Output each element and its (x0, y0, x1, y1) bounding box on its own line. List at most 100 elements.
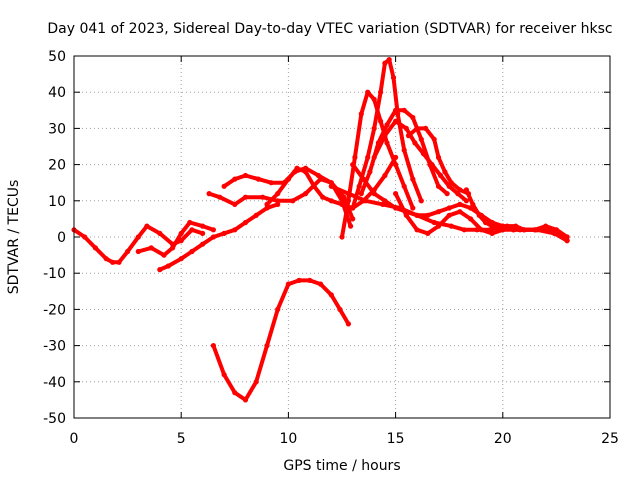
data-point (386, 57, 392, 63)
data-point (275, 306, 281, 312)
data-point (294, 165, 300, 171)
data-point (200, 241, 206, 247)
data-point (382, 60, 388, 66)
data-point (110, 259, 116, 265)
data-point (543, 227, 549, 233)
data-point (470, 201, 476, 207)
data-point (255, 176, 261, 182)
data-point (232, 201, 238, 207)
data-point (189, 248, 195, 255)
data-point (178, 230, 184, 236)
data-point (187, 219, 193, 226)
data-point (144, 223, 150, 229)
data-point (318, 281, 324, 287)
data-point (345, 191, 351, 197)
data-point (242, 397, 249, 403)
x-tick-label: 20 (494, 431, 512, 447)
data-series-track-9 (350, 57, 424, 210)
data-point (352, 154, 358, 160)
data-point (410, 176, 416, 182)
data-point (307, 277, 313, 283)
data-point (393, 191, 399, 197)
x-tick-label: 25 (601, 431, 619, 447)
data-point (448, 223, 454, 229)
data-point (461, 227, 467, 233)
data-point (210, 234, 216, 240)
data-point (401, 183, 407, 189)
data-point (320, 194, 326, 200)
data-point (403, 212, 409, 218)
data-point (393, 107, 399, 113)
data-point (103, 256, 109, 262)
data-point (382, 133, 388, 139)
data-point (418, 136, 424, 142)
data-point (504, 223, 510, 229)
data-point (410, 114, 416, 121)
data-point (232, 176, 238, 182)
data-point (296, 277, 302, 283)
data-point (380, 201, 386, 207)
y-tick-label: 50 (48, 49, 66, 65)
data-point (423, 125, 429, 131)
data-point (564, 234, 570, 240)
data-point (463, 198, 469, 204)
y-axis-tick-labels: -50 -40 -30 -20 -10 0 10 20 30 40 50 (43, 49, 66, 427)
data-point (367, 169, 373, 175)
data-point (328, 180, 334, 186)
data-point (148, 245, 154, 251)
data-point (384, 122, 390, 128)
data-point (92, 245, 98, 251)
data-point (358, 191, 364, 197)
data-point (268, 180, 274, 186)
axis-ticks (73, 55, 611, 419)
data-point (446, 205, 452, 211)
y-tick-label: -50 (43, 411, 66, 427)
data-point (260, 194, 266, 200)
data-point (403, 125, 409, 131)
data-point (135, 234, 141, 240)
x-tick-label: 5 (177, 431, 186, 447)
data-point (311, 183, 317, 189)
data-point (410, 205, 416, 211)
data-point (446, 212, 452, 218)
data-point (468, 216, 474, 222)
data-point (553, 227, 560, 233)
data-point (474, 227, 480, 233)
data-point (401, 147, 407, 153)
data-point (264, 343, 270, 349)
data-point (365, 154, 371, 160)
data-point (221, 183, 227, 189)
data-point (442, 169, 448, 175)
data-point (328, 198, 334, 204)
data-point (285, 281, 291, 287)
data-point (360, 176, 366, 182)
data-series-layer (71, 57, 570, 403)
data-point (418, 198, 424, 204)
data-point (253, 212, 259, 218)
data-point (371, 96, 377, 102)
data-point (435, 209, 442, 215)
y-tick-label: 10 (48, 194, 66, 210)
data-point (303, 191, 309, 197)
data-point (393, 118, 399, 124)
data-point (275, 198, 281, 204)
chart-title: Day 041 of 2023, Sidereal Day-to-day VTE… (47, 21, 612, 37)
data-point (414, 212, 420, 218)
data-point (371, 125, 377, 131)
data-point (200, 223, 206, 229)
data-point (264, 205, 270, 211)
data-point (232, 390, 238, 396)
data-point (253, 379, 259, 385)
x-tick-label: 10 (279, 431, 297, 447)
data-point (448, 180, 454, 186)
data-point (513, 223, 519, 229)
data-point (457, 187, 463, 193)
data-point (285, 176, 291, 182)
data-point (345, 198, 351, 204)
y-tick-label: 0 (57, 230, 66, 246)
data-point (242, 194, 249, 200)
data-point (275, 191, 281, 197)
data-point (210, 343, 216, 349)
data-point (384, 140, 390, 146)
